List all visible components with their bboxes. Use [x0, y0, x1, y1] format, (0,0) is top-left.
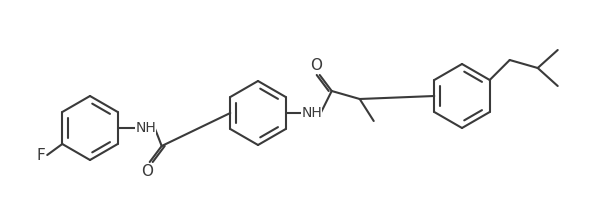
Text: O: O: [310, 57, 322, 73]
Text: NH: NH: [135, 121, 156, 135]
Text: NH: NH: [301, 106, 322, 120]
Text: F: F: [37, 148, 46, 162]
Text: O: O: [141, 165, 153, 179]
